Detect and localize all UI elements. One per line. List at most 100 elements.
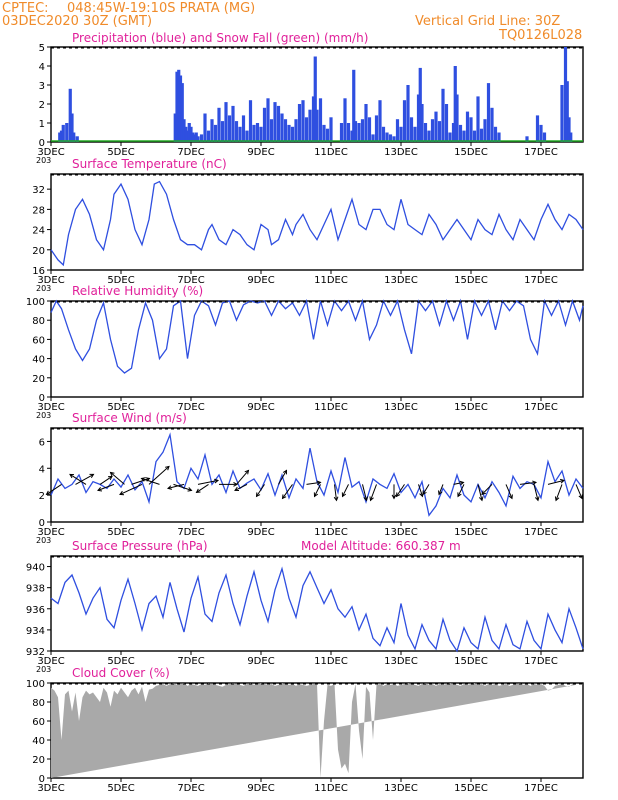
precip-bar (402, 100, 407, 142)
precip-bar (567, 117, 571, 142)
precip-ytick-label: 2 (39, 100, 45, 111)
rh-ytick-label: 0 (39, 393, 45, 404)
wind-arrow (519, 481, 537, 485)
rh-ytick-label: 20 (32, 374, 45, 385)
precip-bar (350, 130, 354, 142)
cloud-ytick-label: 40 (32, 736, 45, 747)
precip-bar (565, 81, 569, 142)
precip-bar (238, 126, 242, 142)
precip-panel: 0 1 2 3 4 5 3DEC 5DEC 7DEC 9DEC 11DEC 13DEC 15DEC 17D… (36, 31, 584, 165)
cloud-xtick-label: 3DEC (37, 783, 64, 794)
wind-arrow (141, 477, 160, 485)
precip-bar (58, 132, 62, 142)
precip-bar (346, 123, 351, 142)
wind-arrow-head (89, 473, 95, 479)
precip-bar (290, 126, 295, 142)
wind-arrow-head (166, 485, 172, 490)
precip-bar (441, 88, 445, 142)
precip-bar (353, 121, 358, 142)
precip-bar (486, 83, 491, 142)
precip-bar (217, 107, 221, 142)
precip-bar (472, 130, 477, 142)
precip-bar (381, 126, 386, 142)
precip-bar (434, 111, 438, 142)
precip-bar (276, 105, 281, 142)
precip-bar (280, 113, 284, 142)
precip-bar (241, 115, 246, 142)
wind-arrow (418, 484, 423, 497)
precip-bar (210, 119, 214, 142)
wind-arrow (306, 481, 321, 485)
precip-bar (352, 69, 356, 142)
precip-bar (388, 134, 393, 142)
precip-xtick-label: 5DEC (107, 147, 134, 158)
precip-bar (560, 85, 564, 142)
temp-xtick-label: 11DEC (314, 275, 348, 286)
precip-bar (189, 126, 193, 142)
precip-bar (61, 124, 65, 142)
wind-arrow (110, 472, 125, 485)
wind-arrow (547, 479, 565, 485)
rh-xtick-label: 17DEC (524, 402, 558, 413)
wind-arrow-head (560, 478, 566, 484)
precip-bar (199, 134, 204, 142)
temp-xtick-label: 3DEC (37, 275, 64, 286)
precip-bar (343, 98, 347, 142)
precip-bar (308, 109, 312, 142)
pres-title: Surface Pressure (hPa) (72, 539, 208, 553)
wind-series-line (50, 432, 584, 517)
pres-xtick-label: 5DEC (107, 656, 134, 667)
wind-xtick-label: 13DEC (384, 527, 418, 538)
wind-arrow (575, 484, 583, 499)
precip-bar (569, 132, 573, 142)
temp-xstub-label: 203 (36, 284, 51, 293)
pres-xstub-label: 203 (36, 665, 51, 674)
precip-xtick-label: 11DEC (314, 147, 348, 158)
precip-bar (476, 96, 480, 142)
precip-bar (497, 132, 501, 142)
precip-bar (178, 75, 183, 142)
precip-bar (418, 67, 422, 142)
precip-bar (196, 136, 200, 142)
rh-ytick-label: 80 (32, 316, 45, 327)
rh-panel: 0 20 40 60 80 100 3DEC 5DEC 7DEC 9DEC 11DEC 13DEC 15… (26, 284, 584, 420)
precip-bar (462, 130, 466, 142)
wind-arrow (282, 484, 293, 499)
rh-xtick-label: 9DEC (247, 402, 274, 413)
header-grid-note: Vertical Grid Line: 30Z (415, 14, 561, 29)
wind-arrow-head (214, 478, 220, 484)
precip-bar (395, 119, 400, 142)
rh-xtick-label: 13DEC (384, 402, 418, 413)
cloud-xtick-label: 7DEC (177, 783, 204, 794)
wind-title: Surface Wind (m/s) (72, 411, 187, 425)
wind-arrow (69, 473, 87, 485)
wind-arrow (119, 483, 143, 495)
pres-ytick-label: 934 (26, 626, 45, 637)
precip-bar (315, 109, 319, 142)
precip-xstub-label: 203 (36, 156, 51, 165)
wind-arrow (234, 483, 248, 491)
cloud-xtick-label: 11DEC (314, 783, 348, 794)
precip-bar (269, 119, 274, 142)
precip-bar (283, 119, 288, 142)
temp-ytick-label: 16 (32, 266, 45, 277)
wind-arrow-head (313, 492, 319, 498)
wind-arrow-head (369, 496, 374, 502)
wind-arrow-head (164, 465, 170, 471)
wind-arrow-head (234, 486, 240, 492)
precip-bar (65, 123, 69, 142)
wind-arrow (99, 475, 113, 485)
cloud-ytick-label: 20 (32, 755, 45, 766)
precip-xtick-label: 9DEC (247, 147, 274, 158)
pres-panel: 932 934 936 938 940 3DEC 5DEC 7DEC 9DEC 11DEC 13DE… (26, 539, 584, 674)
temp-ytick-label: 24 (32, 226, 45, 237)
precip-ytick-label: 5 (39, 43, 45, 54)
precip-bar (469, 117, 473, 142)
precip-bar (453, 66, 457, 142)
wind-arrow (370, 484, 377, 501)
precip-bar (493, 126, 498, 142)
pres-xtick-label: 11DEC (314, 656, 348, 667)
wind-arrow (422, 484, 430, 495)
pres-xtick-label: 15DEC (454, 656, 488, 667)
